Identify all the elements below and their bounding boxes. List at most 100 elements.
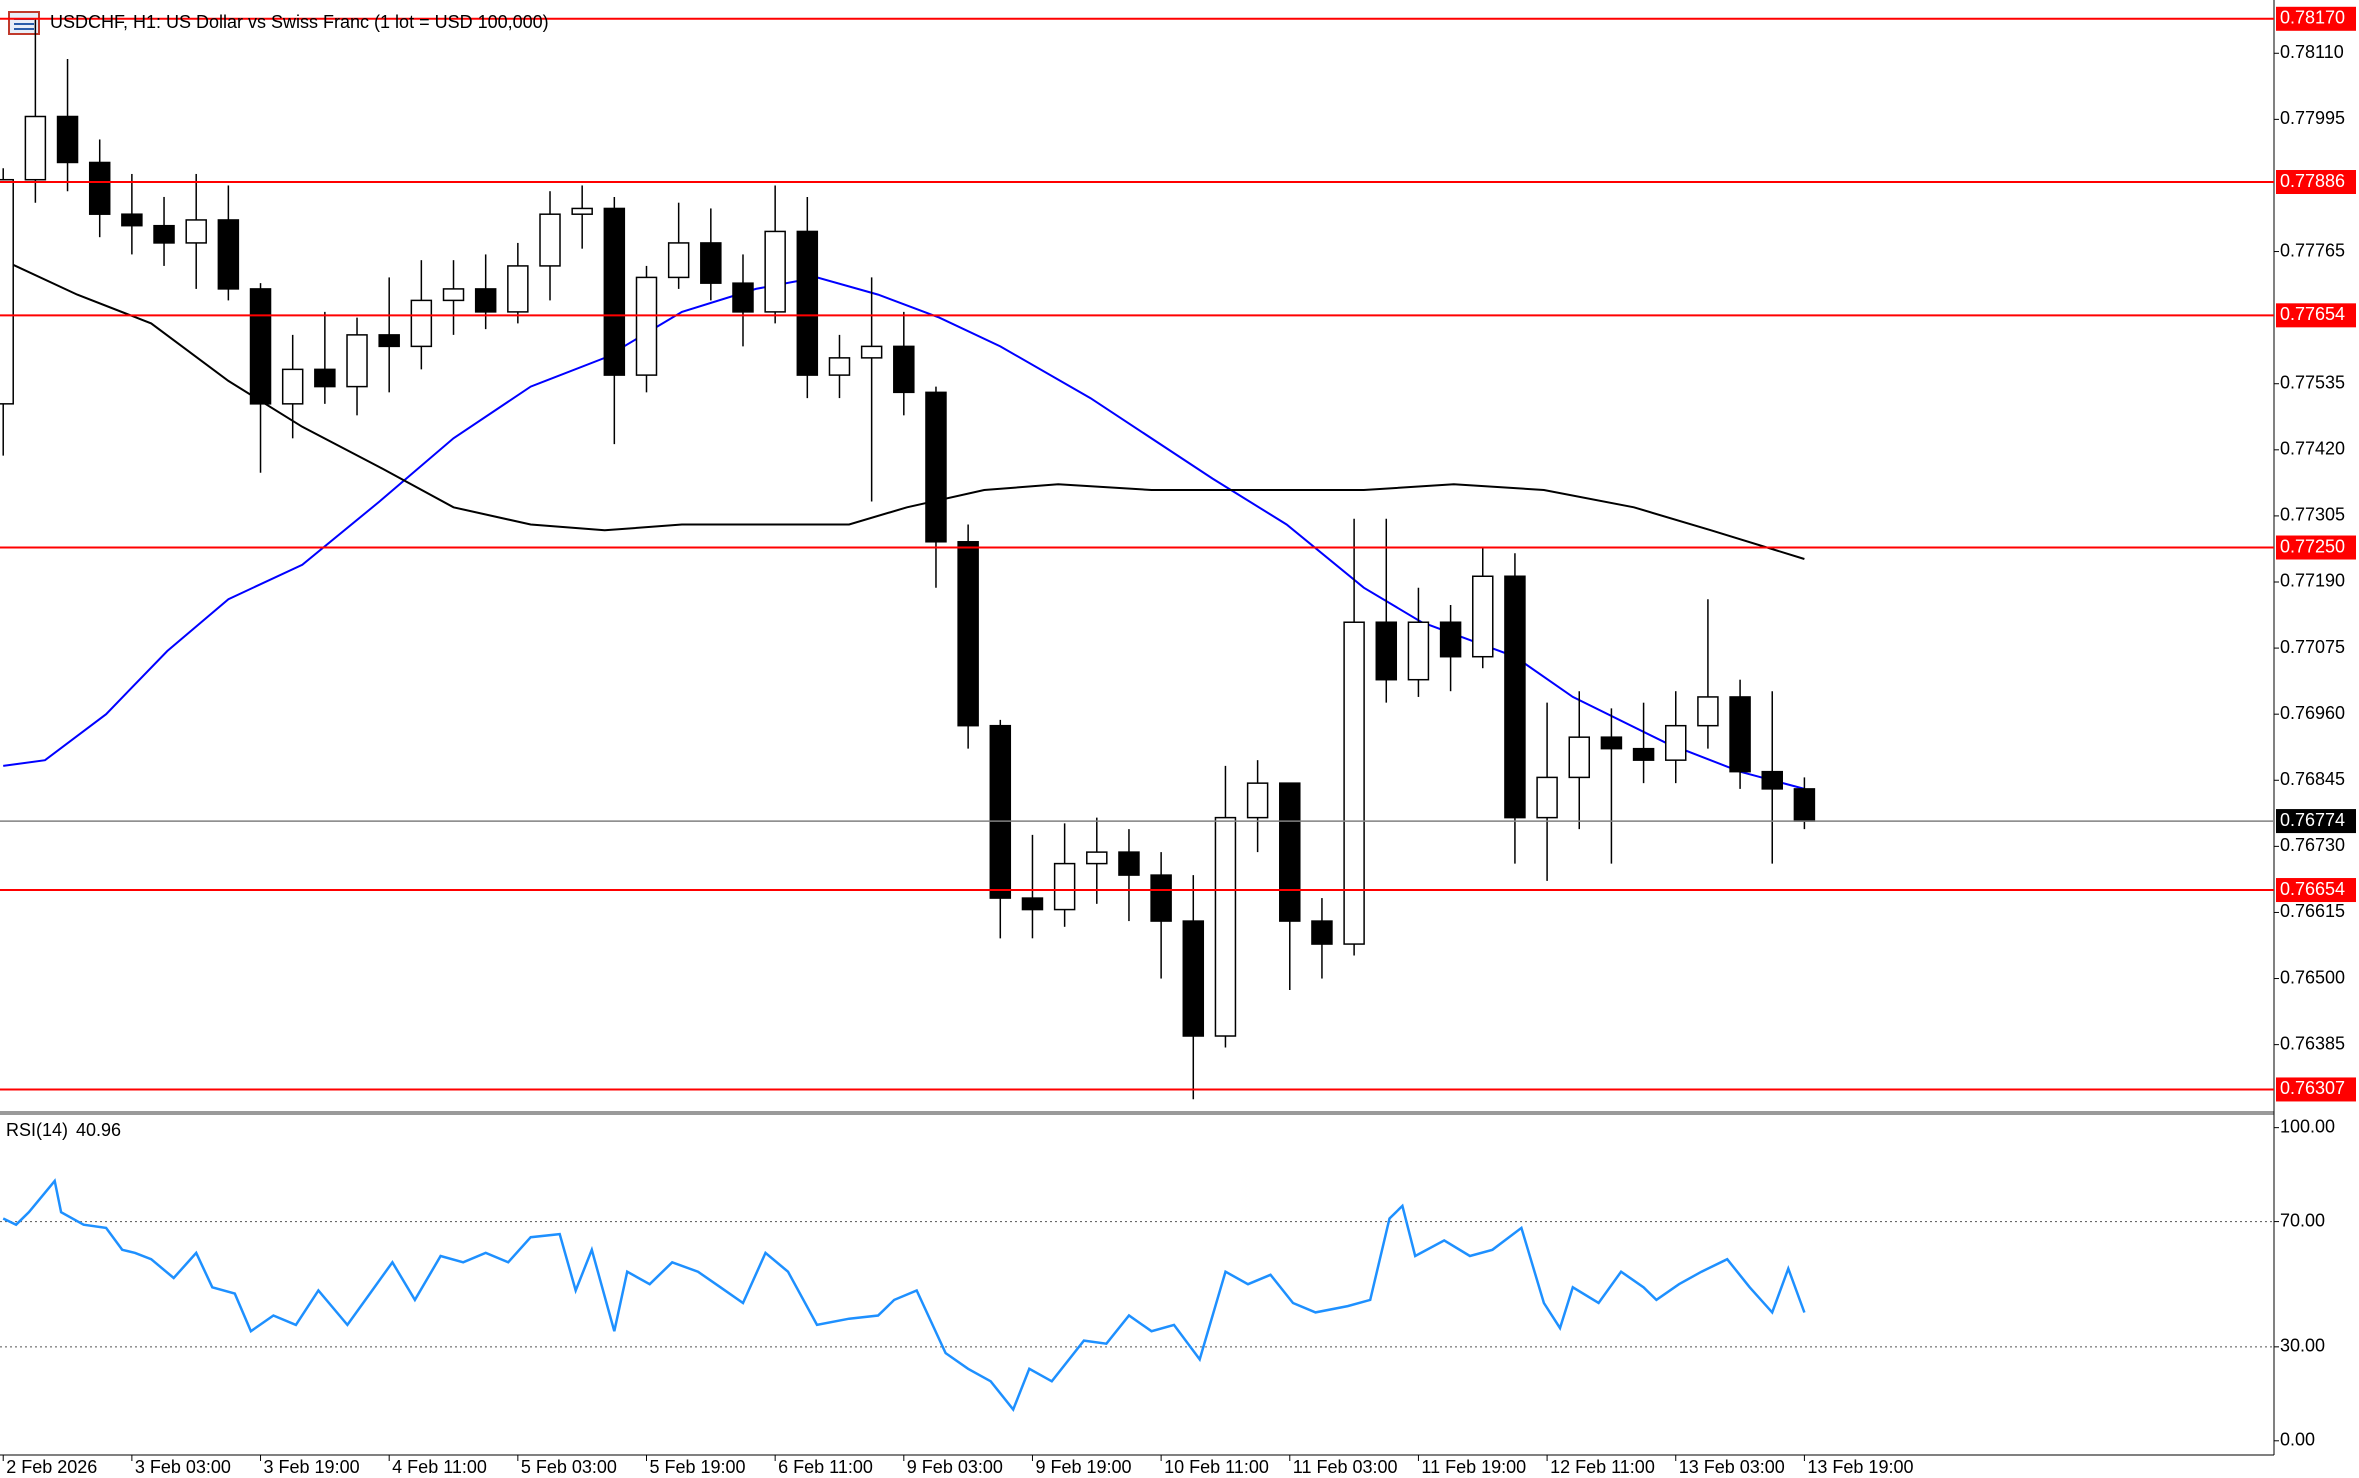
x-tick-label: 3 Feb 19:00 [264,1457,360,1477]
candle-body [796,230,819,376]
candle-body [957,541,979,727]
candle-body [249,288,272,405]
current-price-label: 0.76774 [2280,810,2345,830]
y-tick-label: 0.76845 [2280,769,2345,789]
y-tick-label: 0.76500 [2280,967,2345,987]
level-tag [2276,170,2356,195]
x-tick-label: 2 Feb 2026 [6,1457,97,1477]
y-tick-label: 0.77535 [2280,372,2345,392]
candle-body [828,357,851,376]
candle-body [1407,621,1430,681]
x-tick-label: 9 Feb 03:00 [907,1457,1003,1477]
candle-body [989,724,1012,899]
candle-body [346,334,368,388]
candle-body [1343,621,1365,945]
plot-area: 0.78110 0.77995 0.77765 0.77535 0.77420 0.773… [0,6,2356,1477]
candle-body [121,213,143,227]
candle-body [507,265,529,313]
candle-body [314,368,336,388]
symbol-icon [8,11,40,35]
x-tick-label: 9 Feb 19:00 [1035,1457,1131,1477]
y-tick-label: 0.77075 [2280,637,2345,657]
candle-body [539,213,561,267]
candle-body [1279,782,1301,922]
level-label: 0.76307 [2280,1078,2345,1098]
y-tick-label: 0.77765 [2280,240,2345,260]
current-price-tag [2276,809,2356,834]
level-label: 0.78170 [2280,8,2345,28]
candle-body [764,230,786,313]
candle-body [88,161,111,215]
rsi-line [2,1178,1806,1412]
candle-body [1761,770,1783,790]
candle-body [1150,874,1172,922]
level-label: 0.77654 [2280,304,2345,324]
candle-body [925,391,947,543]
candle-body [153,224,175,244]
candle-body [442,288,465,302]
level-tag [2276,535,2356,560]
candle-body [1246,782,1269,819]
candle-body [410,299,433,348]
candle-body [1793,788,1816,822]
candle-body [893,345,915,394]
candle-body [0,178,14,405]
x-tick-label: 4 Feb 11:00 [392,1457,487,1477]
candle-body [1375,621,1398,681]
y-tick-label: 0.77420 [2280,439,2345,459]
candle-body [860,345,883,359]
candle-body [1021,897,1044,911]
y-tick-label: 0.76960 [2280,703,2345,723]
candle-body [1568,736,1591,779]
candle-body [635,276,658,376]
y-tick-label: 0.76615 [2280,901,2345,921]
candle-body [1214,816,1237,1037]
candle-body [24,115,47,181]
x-tick-label: 12 Feb 11:00 [1550,1457,1655,1477]
candle-body [700,242,722,284]
candle-body [217,219,240,290]
candle-body [281,368,304,405]
x-tick-label: 13 Feb 19:00 [1807,1457,1913,1477]
x-tick-label: 5 Feb 03:00 [521,1457,617,1477]
y-tick-label: 0.00 [2280,1430,2315,1450]
candle-body [1536,776,1558,819]
level-tag [2276,6,2356,31]
chart-title: USDCHF, H1: US Dollar vs Swiss Franc (1 … [50,12,549,32]
y-tick-label: 0.77305 [2280,505,2345,525]
candle-body [1600,736,1623,750]
candle-body [56,115,79,164]
x-tick-label: 6 Feb 11:00 [778,1457,873,1477]
level-label: 0.77886 [2280,171,2345,191]
moving-average [2,259,1805,560]
candle-body [378,334,400,348]
level-tag [2276,878,2356,903]
candle-body [667,242,690,279]
candle-body [185,219,207,244]
y-tick-label: 0.77995 [2280,108,2345,128]
candle-body [1182,920,1205,1037]
x-tick-label: 11 Feb 03:00 [1293,1457,1398,1477]
y-tick-label: 100.00 [2280,1116,2335,1136]
level-tag [2276,1077,2356,1102]
moving-average [3,276,1805,790]
candle-body [1472,575,1494,658]
level-label: 0.76654 [2280,879,2345,899]
candle-body [1439,621,1462,658]
y-tick-label: 70.00 [2280,1210,2325,1230]
y-tick-label: 0.78110 [2280,42,2344,62]
level-label: 0.77250 [2280,536,2345,556]
indicator-name: RSI(14) [6,1120,68,1140]
candle-body [1053,862,1076,911]
candle-body [571,207,593,215]
level-tag [2276,303,2356,328]
y-tick-label: 0.76385 [2280,1033,2345,1053]
y-tick-label: 0.76730 [2280,835,2345,855]
y-tick-label: 0.77190 [2280,571,2345,591]
candle-body [1118,851,1140,876]
x-tick-label: 10 Feb 11:00 [1164,1457,1269,1477]
candle-body [1697,696,1719,727]
